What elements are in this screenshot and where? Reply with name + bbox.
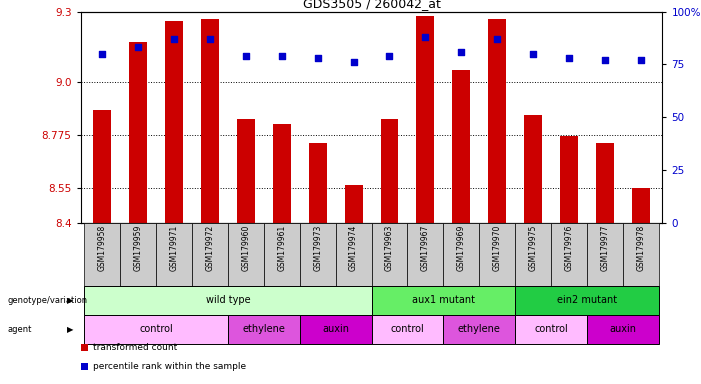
Bar xyxy=(381,119,398,223)
Text: GSM179960: GSM179960 xyxy=(241,225,250,271)
Text: GSM179972: GSM179972 xyxy=(205,225,215,271)
Bar xyxy=(345,185,362,223)
Text: GSM179963: GSM179963 xyxy=(385,225,394,271)
Bar xyxy=(596,143,614,223)
Bar xyxy=(560,136,578,223)
Title: GDS3505 / 260042_at: GDS3505 / 260042_at xyxy=(303,0,440,10)
Bar xyxy=(84,286,372,315)
Text: control: control xyxy=(390,324,424,334)
Text: GSM179969: GSM179969 xyxy=(457,225,466,271)
Bar xyxy=(443,315,515,344)
Bar xyxy=(479,223,515,286)
Text: control: control xyxy=(534,324,568,334)
Bar xyxy=(551,223,587,286)
Bar xyxy=(308,143,327,223)
Bar xyxy=(372,286,515,315)
Point xyxy=(599,57,611,63)
Point xyxy=(204,36,215,42)
Text: GSM179958: GSM179958 xyxy=(97,225,107,271)
Bar xyxy=(372,315,443,344)
Point xyxy=(97,51,108,57)
Text: GSM179974: GSM179974 xyxy=(349,225,358,271)
Text: percentile rank within the sample: percentile rank within the sample xyxy=(93,362,246,371)
Bar xyxy=(416,16,435,223)
Point xyxy=(348,59,359,65)
Bar xyxy=(237,119,254,223)
Bar xyxy=(120,223,156,286)
Text: agent: agent xyxy=(7,325,32,334)
Point xyxy=(635,57,646,63)
Bar xyxy=(93,110,111,223)
Point xyxy=(240,53,252,59)
Bar xyxy=(228,315,300,344)
Point xyxy=(491,36,503,42)
Bar xyxy=(336,223,372,286)
Point xyxy=(312,55,323,61)
Bar xyxy=(84,223,120,286)
Bar xyxy=(515,223,551,286)
Text: GSM179971: GSM179971 xyxy=(170,225,179,271)
Point xyxy=(168,36,179,42)
Bar xyxy=(632,187,650,223)
Bar xyxy=(201,18,219,223)
Bar xyxy=(129,42,147,223)
Text: ein2 mutant: ein2 mutant xyxy=(557,295,617,306)
Bar xyxy=(264,223,300,286)
Bar xyxy=(587,315,659,344)
Bar xyxy=(273,124,291,223)
Text: aux1 mutant: aux1 mutant xyxy=(412,295,475,306)
Point xyxy=(528,51,539,57)
Bar xyxy=(515,315,587,344)
Bar xyxy=(407,223,443,286)
Bar xyxy=(165,21,183,223)
Point xyxy=(384,53,395,59)
Bar xyxy=(84,315,228,344)
Text: wild type: wild type xyxy=(205,295,250,306)
Text: ▶: ▶ xyxy=(67,325,74,334)
Bar xyxy=(623,223,659,286)
Text: transformed count: transformed count xyxy=(93,343,177,352)
Text: auxin: auxin xyxy=(322,324,349,334)
Text: GSM179976: GSM179976 xyxy=(564,225,573,271)
Text: ethylene: ethylene xyxy=(243,324,285,334)
Point xyxy=(132,44,144,50)
Bar xyxy=(524,115,542,223)
Bar xyxy=(587,223,623,286)
Text: ▶: ▶ xyxy=(67,296,74,305)
Text: GSM179970: GSM179970 xyxy=(493,225,502,271)
Text: ethylene: ethylene xyxy=(458,324,501,334)
Bar xyxy=(489,18,506,223)
Bar xyxy=(300,223,336,286)
Text: GSM179975: GSM179975 xyxy=(529,225,538,271)
Bar xyxy=(228,223,264,286)
Point xyxy=(420,34,431,40)
Text: GSM179977: GSM179977 xyxy=(601,225,609,271)
Text: auxin: auxin xyxy=(609,324,637,334)
Bar xyxy=(515,286,659,315)
Bar xyxy=(156,223,192,286)
Text: GSM179961: GSM179961 xyxy=(277,225,286,271)
Text: control: control xyxy=(139,324,173,334)
Bar xyxy=(372,223,407,286)
Point xyxy=(564,55,575,61)
Point xyxy=(456,48,467,55)
Text: genotype/variation: genotype/variation xyxy=(7,296,87,305)
Text: GSM179973: GSM179973 xyxy=(313,225,322,271)
Bar xyxy=(443,223,479,286)
Bar xyxy=(192,223,228,286)
Bar xyxy=(300,315,372,344)
Text: GSM179959: GSM179959 xyxy=(134,225,142,271)
Bar xyxy=(452,70,470,223)
Point xyxy=(276,53,287,59)
Text: GSM179967: GSM179967 xyxy=(421,225,430,271)
Text: GSM179978: GSM179978 xyxy=(637,225,646,271)
